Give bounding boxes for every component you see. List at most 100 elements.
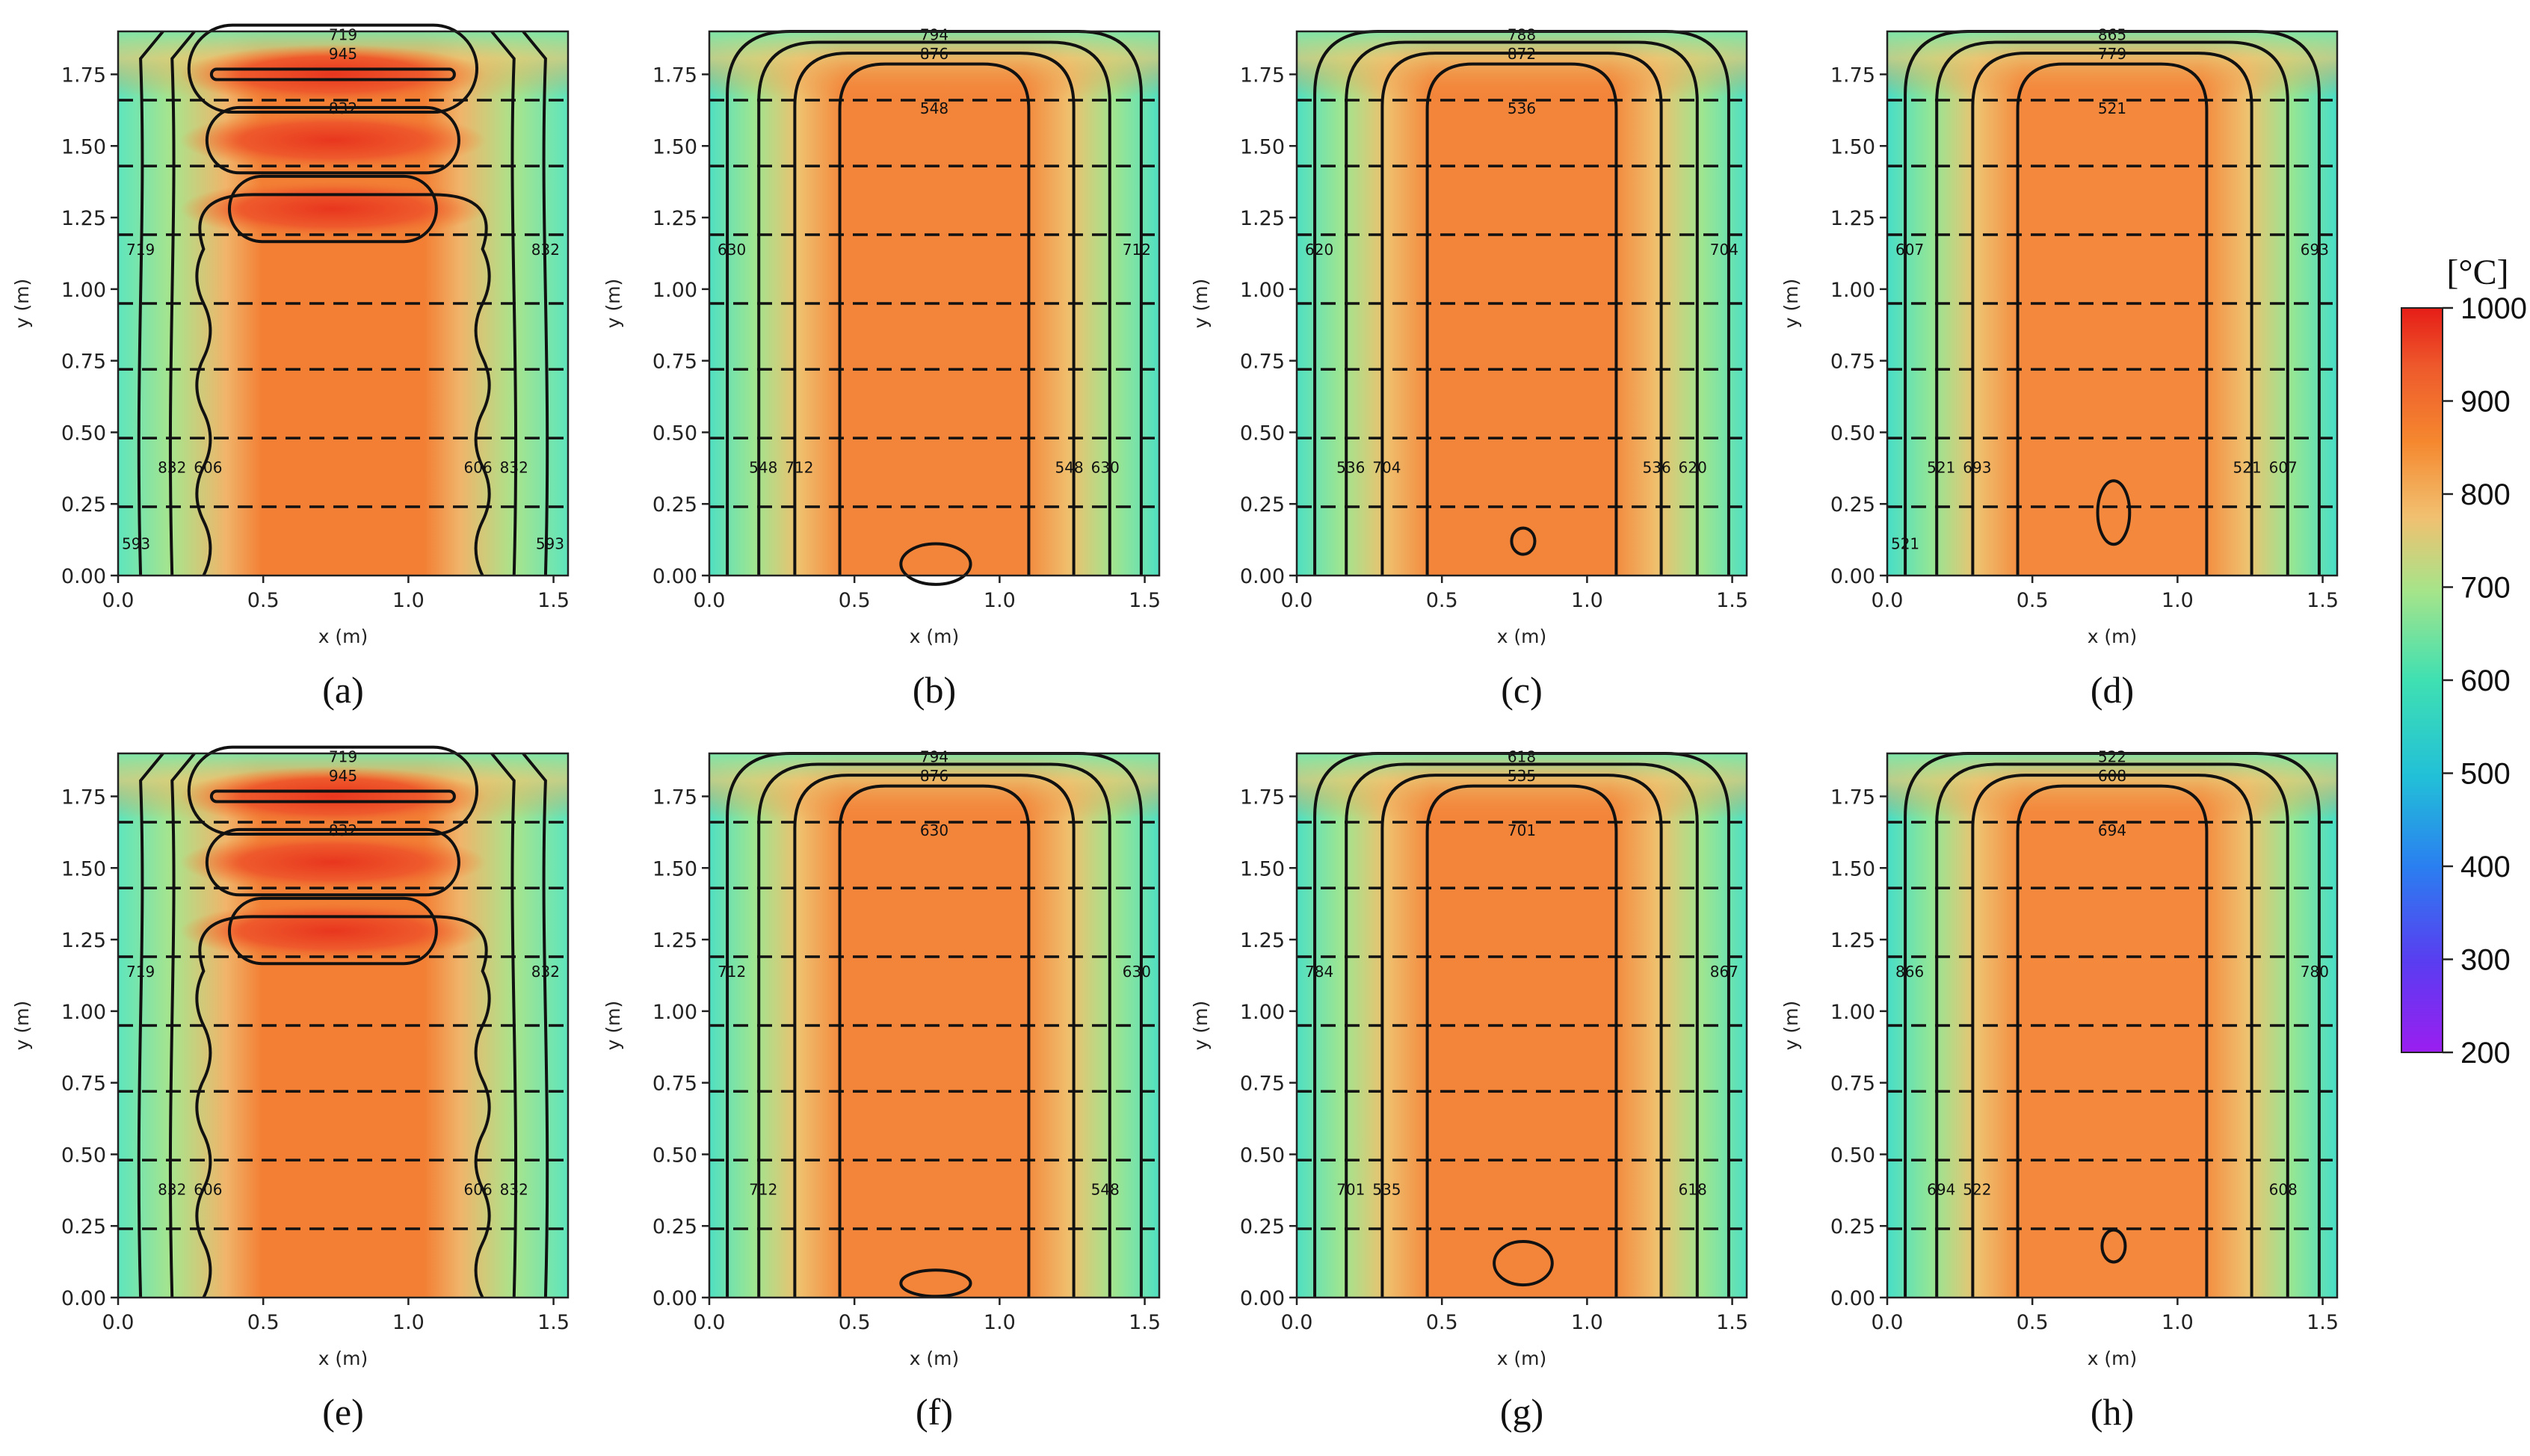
x-tick-label: 1.0 bbox=[2162, 1311, 2194, 1334]
contour-label: 865 bbox=[2098, 26, 2126, 44]
y-tick-label: 1.75 bbox=[1240, 64, 1285, 87]
contour-line bbox=[187, 23, 479, 114]
contour-line bbox=[209, 789, 456, 803]
contour-line bbox=[899, 1268, 972, 1298]
contour-line bbox=[187, 745, 479, 836]
contour-line bbox=[1425, 62, 1618, 576]
contour-label: 548 bbox=[749, 458, 777, 476]
contour-label: 693 bbox=[1963, 458, 1991, 476]
panel-label: (h) bbox=[2091, 1391, 2134, 1433]
x-tick-label: 1.0 bbox=[392, 1311, 425, 1334]
y-tick-label: 0.25 bbox=[1240, 493, 1285, 516]
y-tick-label: 0.50 bbox=[1240, 1144, 1285, 1167]
x-tick-label: 1.5 bbox=[1716, 1311, 1748, 1334]
y-tick-label: 0.50 bbox=[1240, 422, 1285, 445]
plot-frame bbox=[708, 30, 1161, 577]
contour-label: 522 bbox=[2098, 748, 2126, 766]
x-tick-label: 1.0 bbox=[1571, 589, 1603, 612]
contour-line bbox=[899, 542, 972, 586]
x-tick-label: 0.5 bbox=[1426, 589, 1458, 612]
contour-label: 712 bbox=[1123, 241, 1151, 259]
panel-label: (g) bbox=[1500, 1391, 1543, 1433]
panel-label: (a) bbox=[322, 669, 364, 711]
y-tick-label: 0.50 bbox=[1830, 1144, 1875, 1167]
contour-label: 536 bbox=[1508, 99, 1536, 117]
hot-zone bbox=[179, 766, 487, 827]
hot-zone bbox=[179, 110, 487, 170]
x-axis-title: x (m) bbox=[2088, 1348, 2138, 1369]
x-tick-label: 0.5 bbox=[2017, 589, 2049, 612]
contour-label: 607 bbox=[2269, 458, 2298, 476]
y-tick-label: 1.25 bbox=[61, 207, 106, 230]
y-tick-label: 0.00 bbox=[1240, 1287, 1285, 1310]
contour-line bbox=[2016, 62, 2209, 576]
contour-label: 548 bbox=[1055, 458, 1084, 476]
plot-frame bbox=[117, 752, 570, 1299]
y-tick-label: 0.50 bbox=[652, 422, 697, 445]
contour-label: 867 bbox=[1710, 963, 1738, 981]
contour-line bbox=[227, 896, 438, 966]
contour-line bbox=[838, 62, 1031, 576]
contour-label: 712 bbox=[785, 458, 813, 476]
y-tick-label: 0.75 bbox=[652, 1073, 697, 1096]
panel-label: (f) bbox=[916, 1391, 953, 1433]
x-tick-label: 1.5 bbox=[1716, 589, 1748, 612]
y-tick-label: 1.75 bbox=[652, 786, 697, 809]
y-tick-label: 0.25 bbox=[1830, 493, 1875, 516]
contour-label: 694 bbox=[1927, 1180, 1955, 1198]
contour-line bbox=[490, 752, 518, 1298]
y-axis-title: y (m) bbox=[11, 1001, 33, 1051]
y-tick-label: 0.25 bbox=[1830, 1215, 1875, 1238]
y-tick-label: 0.75 bbox=[61, 351, 106, 374]
y-tick-label: 1.25 bbox=[1830, 207, 1875, 230]
contour-label: 704 bbox=[1710, 241, 1738, 259]
y-tick-label: 0.25 bbox=[61, 493, 106, 516]
x-tick-label: 0.0 bbox=[694, 1311, 726, 1334]
contour-line bbox=[1493, 1239, 1554, 1287]
x-tick-label: 1.5 bbox=[537, 589, 570, 612]
x-axis-title: x (m) bbox=[318, 626, 368, 647]
contour-label: 945 bbox=[329, 45, 357, 63]
contour-label: 548 bbox=[920, 99, 948, 117]
contour-label: 945 bbox=[329, 767, 357, 785]
y-tick-label: 0.00 bbox=[1830, 1287, 1875, 1310]
contour-lines bbox=[726, 30, 1143, 586]
colorbar-tick-label: 900 bbox=[2460, 386, 2511, 419]
x-tick-label: 0.0 bbox=[1281, 1311, 1313, 1334]
contour-label: 535 bbox=[1508, 767, 1536, 785]
contour-label: 606 bbox=[194, 458, 222, 476]
contour-label: 719 bbox=[126, 241, 155, 259]
contour-line bbox=[522, 752, 549, 1298]
x-tick-label: 1.5 bbox=[2307, 1311, 2339, 1334]
colorbar-unit: [°C] bbox=[2446, 253, 2508, 292]
x-tick-label: 0.0 bbox=[1872, 1311, 1904, 1334]
x-tick-label: 0.0 bbox=[102, 1311, 135, 1334]
y-tick-label: 0.00 bbox=[1830, 565, 1875, 588]
contour-label: 521 bbox=[2233, 458, 2262, 476]
x-tick-label: 1.0 bbox=[392, 589, 425, 612]
y-tick-label: 1.00 bbox=[652, 279, 697, 302]
contour-line bbox=[168, 30, 196, 576]
contour-line bbox=[195, 193, 491, 576]
contour-label: 832 bbox=[500, 1180, 528, 1198]
x-tick-label: 0.5 bbox=[247, 1311, 280, 1334]
contour-label: 535 bbox=[1372, 1180, 1401, 1198]
contour-line bbox=[793, 774, 1076, 1298]
x-tick-label: 1.5 bbox=[2307, 589, 2339, 612]
contour-label: 876 bbox=[920, 45, 948, 63]
hot-zone bbox=[179, 179, 487, 239]
contour-label: 620 bbox=[1305, 241, 1333, 259]
contour-line bbox=[195, 915, 491, 1298]
x-axis-title: x (m) bbox=[910, 626, 960, 647]
contour-line bbox=[137, 30, 164, 576]
y-tick-label: 1.75 bbox=[1830, 786, 1875, 809]
contour-label: 606 bbox=[194, 1180, 222, 1198]
contour-label: 704 bbox=[1372, 458, 1401, 476]
contour-line bbox=[1510, 526, 1537, 556]
contour-label: 866 bbox=[1895, 963, 1924, 981]
